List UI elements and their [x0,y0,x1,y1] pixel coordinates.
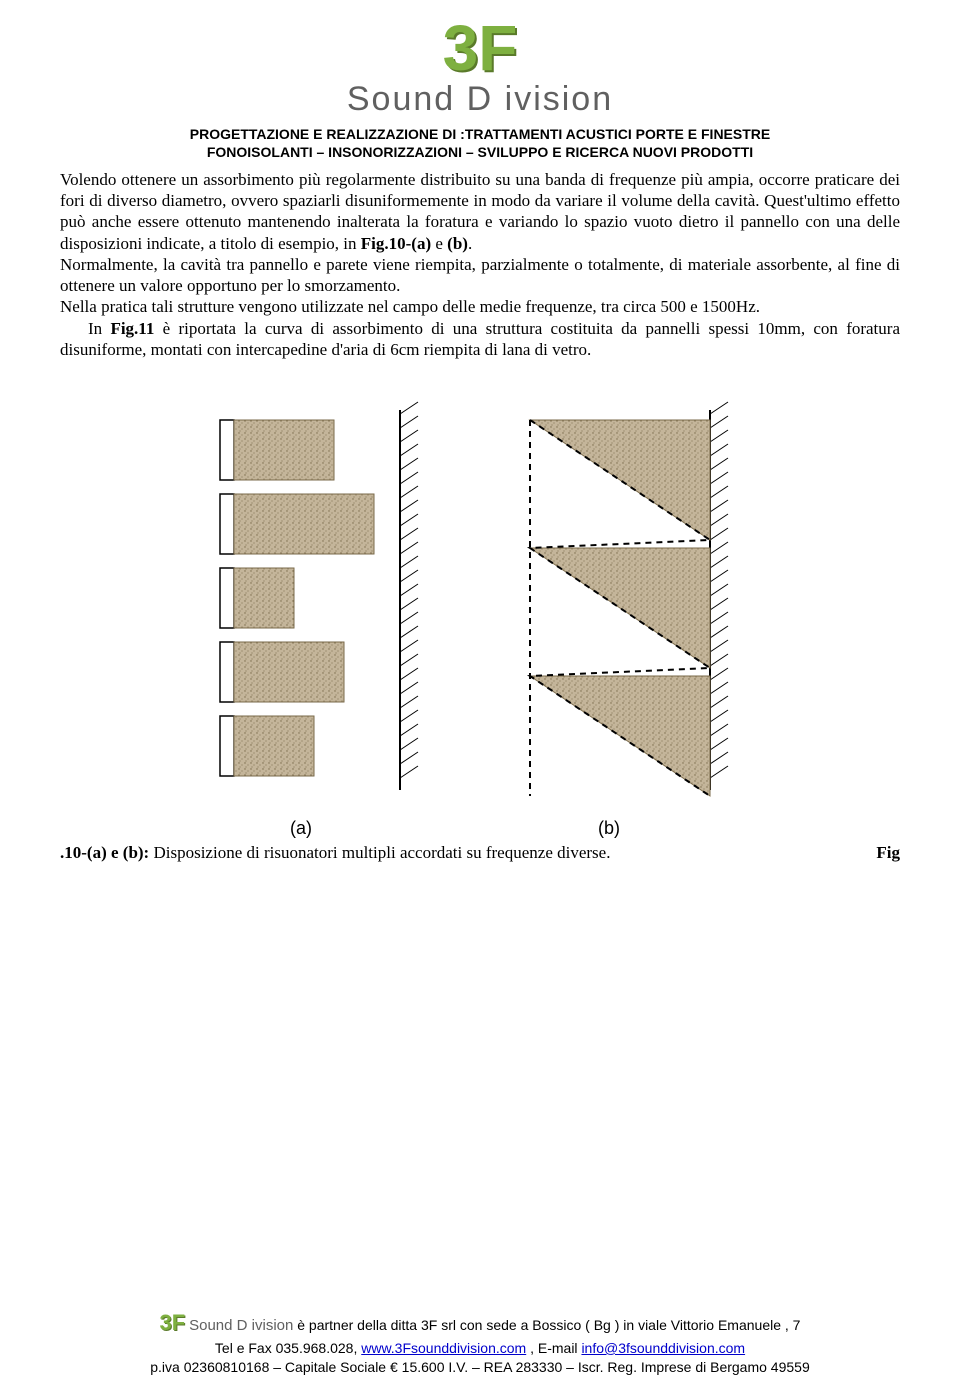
footer-brand: Sound D ivision [189,1317,293,1334]
paragraph-3: Nella pratica tali strutture vengono uti… [60,297,760,316]
brand-name: Sound D ivision [60,80,900,119]
footer-line-2: Tel e Fax 035.968.028, www.3Fsounddivisi… [60,1339,900,1359]
figure-container [60,390,900,810]
fig-word: Fig [876,843,900,863]
footer-line-3: p.iva 02360810168 – Capitale Sociale € 1… [60,1358,900,1378]
fig-ref-11: Fig.11 [110,319,154,338]
subtitle-line-2: FONOISOLANTI – INSONORIZZAZIONI – SVILUP… [207,144,753,160]
figure-caption-row: .10-(a) e (b): Disposizione di risuonato… [60,843,900,863]
fig-ref-10b: (b) [447,234,468,253]
paragraph-2: Normalmente, la cavità tra pannello e pa… [60,255,900,295]
header-subtitle: PROGETTAZIONE E REALIZZAZIONE DI :TRATTA… [60,125,900,161]
paragraph-1: Volendo ottenere un assorbimento più reg… [60,170,900,253]
footer-link-email[interactable]: info@3fsounddivision.com [581,1340,745,1356]
logo-3f: 3F [60,20,900,78]
subtitle-line-1: PROGETTAZIONE E REALIZZAZIONE DI :TRATTA… [190,126,770,142]
page-header: 3F Sound D ivision PROGETTAZIONE E REALI… [60,20,900,161]
body-text: Volendo ottenere un assorbimento più reg… [60,169,900,360]
figure-10-diagram [160,390,800,810]
fig-ref-10a: Fig.10-(a) [361,234,431,253]
label-b: (b) [598,818,620,839]
footer-link-website[interactable]: www.3Fsounddivision.com [361,1340,526,1356]
footer-logo: 3F [160,1310,186,1335]
figure-sublabels: (a) (b) [200,818,760,839]
page-footer: 3F Sound D ivision è partner della ditta… [60,1308,900,1378]
footer-line-1: 3F Sound D ivision è partner della ditta… [60,1308,900,1339]
figure-caption: .10-(a) e (b): Disposizione di risuonato… [60,843,610,863]
label-a: (a) [290,818,312,839]
paragraph-4: In Fig.11 è riportata la curva di assorb… [60,318,900,361]
